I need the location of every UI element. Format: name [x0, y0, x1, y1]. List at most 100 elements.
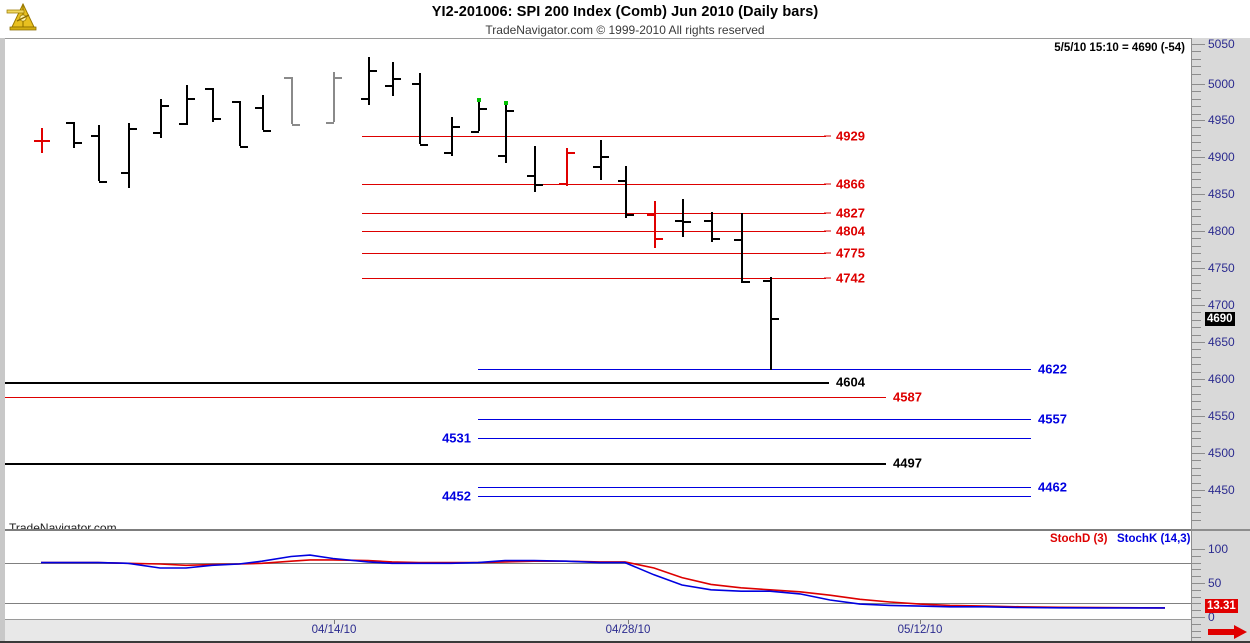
ohlc-open-tick — [385, 85, 393, 87]
ohlc-bar[interactable] — [128, 123, 130, 188]
axis-tick — [1192, 379, 1205, 380]
ohlc-close-tick — [712, 238, 720, 240]
ohlc-bar[interactable] — [368, 57, 370, 105]
level-label[interactable]: 4587 — [893, 389, 922, 405]
ohlc-open-tick — [179, 123, 187, 125]
ohlc-open-tick — [444, 152, 452, 154]
level-label[interactable]: 4557 — [1038, 411, 1067, 427]
level-label[interactable]: 4929 — [836, 128, 865, 144]
ohlc-bar[interactable] — [505, 103, 507, 163]
level-label[interactable]: 4604 — [836, 374, 865, 390]
watermark-label: TradeNavigator.com — [9, 521, 117, 529]
frame-bottom-border — [0, 641, 1250, 643]
axis-minor-tick — [1192, 364, 1201, 365]
axis-minor-tick — [1192, 99, 1201, 100]
ohlc-open-tick — [412, 83, 420, 85]
stoch-axis-tick-label: 100 — [1208, 542, 1229, 556]
level-label[interactable]: 4462 — [1038, 479, 1067, 495]
price-axis-right[interactable]: 5050 5000 4950 4900 4850 4800 4750 4700 4650 4600… — [1191, 37, 1250, 643]
level-line[interactable] — [362, 184, 826, 185]
ohlc-bar[interactable] — [262, 95, 264, 130]
level-label[interactable]: 4742 — [836, 270, 865, 286]
level-label[interactable]: 4497 — [893, 455, 922, 471]
ohlc-bar[interactable] — [73, 122, 75, 148]
level-label[interactable]: 4452 — [442, 488, 471, 504]
axis-minor-tick — [1192, 394, 1201, 395]
date-axis[interactable]: 04/14/10 04/28/10 05/12/10 — [5, 619, 1191, 643]
ohlc-close-tick — [292, 124, 300, 126]
axis-minor-tick — [1192, 74, 1201, 75]
price-chart-pane[interactable]: 5/5/10 15:10 = 4690 (-54) TradeNavigator… — [5, 39, 1191, 529]
stoch-axis-minor-tick — [1192, 576, 1201, 577]
axis-tick-label: 4500 — [1208, 446, 1235, 460]
signal-dot-icon — [504, 101, 508, 105]
level-label[interactable]: 4622 — [1038, 361, 1067, 377]
ohlc-bar[interactable] — [711, 212, 713, 242]
axis-tick-label: 4850 — [1208, 187, 1235, 201]
ohlc-bar[interactable] — [600, 140, 602, 180]
legend-stoch-k[interactable]: StochK (14,3) — [1117, 533, 1191, 545]
level-line[interactable] — [478, 496, 1031, 497]
ohlc-bar[interactable] — [566, 148, 568, 186]
level-line[interactable] — [478, 369, 1031, 370]
ohlc-bar[interactable] — [741, 213, 743, 283]
level-line[interactable] — [478, 419, 1031, 420]
ohlc-bar[interactable] — [770, 277, 772, 370]
ohlc-close-tick — [393, 78, 401, 80]
level-line[interactable] — [478, 487, 1031, 488]
ohlc-bar[interactable] — [212, 88, 214, 122]
axis-tick — [1192, 44, 1205, 45]
axis-minor-tick — [1192, 201, 1201, 202]
axis-tick — [1192, 231, 1205, 232]
ohlc-bar[interactable] — [98, 125, 100, 181]
ohlc-bar[interactable] — [160, 99, 162, 138]
stoch-axis-minor-tick — [1192, 637, 1201, 638]
legend-stoch-d[interactable]: StochD (3) — [1050, 533, 1108, 545]
ohlc-bar[interactable] — [186, 85, 188, 125]
stoch-axis-minor-tick — [1192, 631, 1201, 632]
level-label[interactable]: 4866 — [836, 176, 865, 192]
axis-minor-tick — [1192, 468, 1201, 469]
level-line[interactable] — [5, 397, 886, 398]
level-label[interactable]: 4531 — [442, 430, 471, 446]
ohlc-bar[interactable] — [654, 201, 656, 248]
level-label[interactable]: 4827 — [836, 205, 865, 221]
level-line[interactable] — [362, 231, 826, 232]
ohlc-open-tick — [704, 220, 712, 222]
ohlc-close-tick — [771, 318, 779, 320]
stochastic-indicator-pane[interactable]: StochD (3) StochK (14,3) — [5, 531, 1191, 619]
level-line[interactable] — [5, 463, 886, 465]
axis-tick-label: 4450 — [1208, 483, 1235, 497]
ohlc-bar[interactable] — [451, 117, 453, 156]
level-label[interactable]: 4775 — [836, 245, 865, 261]
axis-minor-tick — [1192, 349, 1201, 350]
level-line[interactable] — [362, 213, 826, 214]
axis-tick — [1192, 84, 1205, 85]
ohlc-open-tick — [498, 155, 506, 157]
ohlc-bar[interactable] — [419, 73, 421, 144]
ohlc-bar[interactable] — [534, 146, 536, 192]
ohlc-bar[interactable] — [682, 199, 684, 237]
ohlc-bar[interactable] — [478, 100, 480, 131]
axis-minor-tick — [1192, 409, 1201, 410]
ohlc-bar[interactable] — [333, 72, 335, 122]
axis-minor-tick — [1192, 172, 1201, 173]
ohlc-close-tick — [74, 142, 82, 144]
ohlc-bar[interactable] — [625, 166, 627, 218]
axis-minor-tick — [1192, 475, 1201, 476]
axis-minor-tick — [1192, 51, 1201, 52]
red-arrow-icon — [1208, 624, 1248, 640]
ohlc-open-tick — [647, 214, 655, 216]
level-line[interactable] — [362, 278, 826, 279]
axis-tick-label: 5050 — [1208, 37, 1235, 51]
level-label[interactable]: 4804 — [836, 223, 865, 239]
ohlc-close-tick — [655, 238, 663, 240]
level-dash-marker — [824, 212, 831, 214]
ohlc-bar[interactable] — [239, 101, 241, 146]
level-line[interactable] — [362, 253, 826, 254]
level-line[interactable] — [478, 438, 1031, 439]
axis-tick — [1192, 416, 1205, 417]
level-line[interactable] — [5, 382, 829, 384]
ohlc-bar[interactable] — [291, 77, 293, 124]
level-line[interactable] — [362, 136, 826, 137]
